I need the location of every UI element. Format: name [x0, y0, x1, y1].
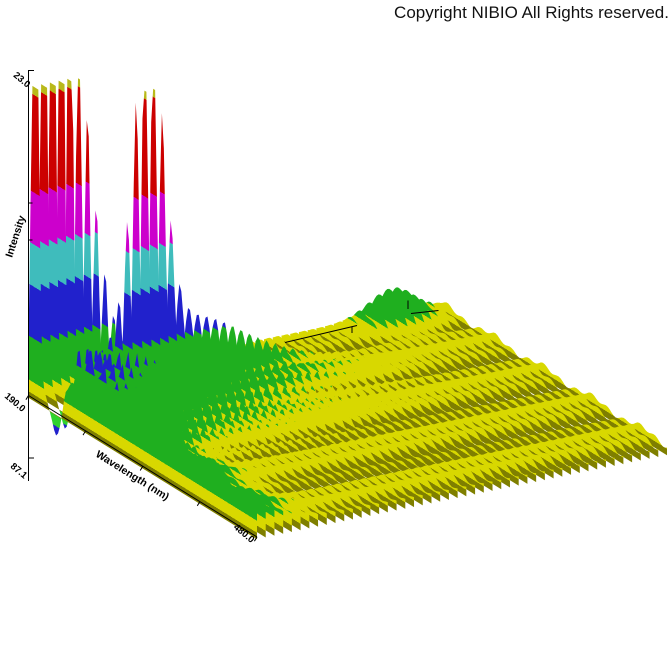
- surface-slice: [403, 294, 633, 463]
- surface-slice: [438, 302, 667, 456]
- surface-slice: [307, 328, 537, 483]
- surface-slice: [185, 322, 415, 508]
- surface-slice: [325, 324, 554, 479]
- time-axis-line-left: [284, 325, 358, 343]
- surface-slice: [351, 310, 580, 474]
- surface-slice: [211, 333, 441, 502]
- surface-slice: [368, 294, 598, 470]
- wavelength-tick-2: [82, 430, 87, 436]
- surface-slice: [342, 316, 572, 475]
- surface-slice: [98, 102, 327, 525]
- wavelength-tick-4: [196, 501, 201, 507]
- surface-plot: [28, 78, 667, 540]
- wavelength-tick-190: [25, 395, 29, 400]
- time-axis-line-right: [410, 310, 439, 314]
- surface-slice: [333, 321, 563, 477]
- wavelength-tick-3: [139, 466, 144, 471]
- surface-slice: [359, 302, 589, 472]
- surface-slice: [394, 289, 624, 465]
- surface-slice: [28, 85, 257, 540]
- surface-slice: [124, 113, 353, 520]
- surface-slice: [429, 302, 659, 458]
- wavelength-tick-480: [253, 536, 258, 542]
- surface-slice: [386, 287, 615, 466]
- surface-slice: [412, 298, 641, 461]
- copyright-text: Copyright NIBIO All Rights reserved.: [394, 3, 669, 22]
- surface-slice: [194, 326, 423, 506]
- wavelength-axis-line: [28, 395, 258, 538]
- surface-slice: [290, 332, 519, 486]
- surface-slice: [298, 330, 528, 484]
- time-axis: [284, 300, 439, 343]
- surface-slice: [168, 316, 397, 511]
- surface-slice: [421, 301, 650, 459]
- surface-slice: [202, 330, 432, 504]
- surface-slice: [316, 326, 545, 481]
- surface-slice: [176, 318, 406, 509]
- surface-slice: [377, 288, 606, 468]
